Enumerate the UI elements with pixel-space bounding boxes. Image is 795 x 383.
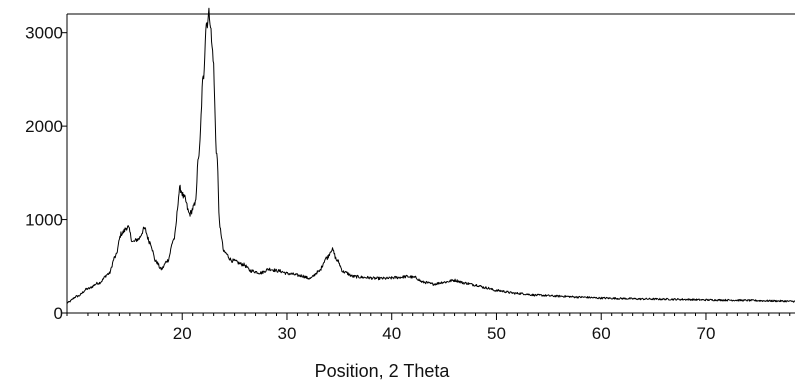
x-tick-label-40: 40 xyxy=(382,324,401,343)
y-tick-label-1000: 1000 xyxy=(25,211,63,230)
x-tick-label-50: 50 xyxy=(487,324,506,343)
axis-ticks: 0 1000 2000 3000 20 30 40 50 60 70 xyxy=(25,24,791,343)
x-tick-label-60: 60 xyxy=(592,324,611,343)
series-line-intensity xyxy=(66,7,795,304)
x-tick-label-30: 30 xyxy=(278,324,297,343)
x-tick-label-70: 70 xyxy=(697,324,716,343)
y-tick-label-0: 0 xyxy=(54,304,63,323)
y-tick-label-3000: 3000 xyxy=(25,24,63,43)
x-tick-label-20: 20 xyxy=(173,324,192,343)
y-tick-label-2000: 2000 xyxy=(25,117,63,136)
x-axis-title: Position, 2 Theta xyxy=(315,361,451,381)
